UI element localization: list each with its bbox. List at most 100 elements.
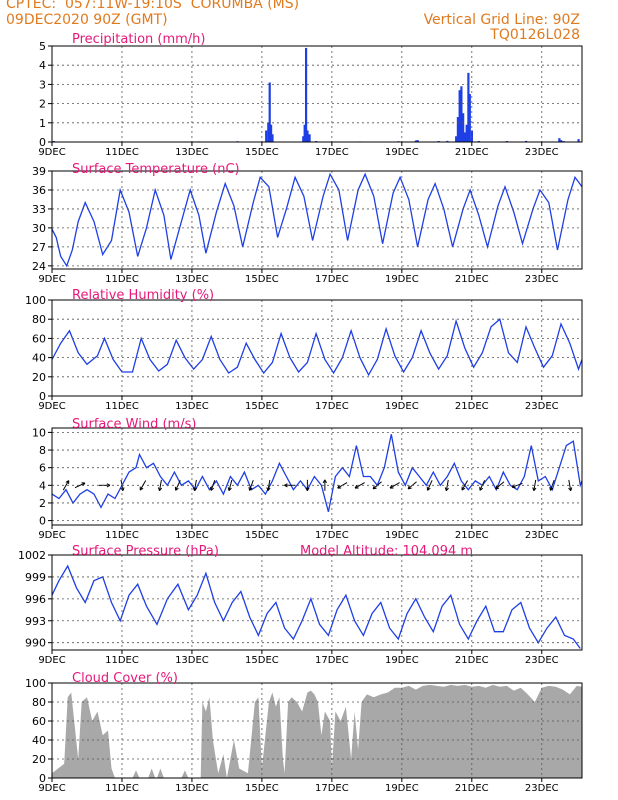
wind-arrow-shaft: [427, 480, 433, 491]
precip-bar: [267, 122, 270, 142]
x-tick-label: 17DEC: [315, 401, 349, 412]
rh-panel: 0 20 40 60 80 100 9DEC 11DEC 13DEC 15DEC 17DEC 19DE…: [25, 288, 583, 412]
rh-title: Relative Humidity (%): [72, 288, 214, 303]
wind-arrow: [227, 479, 233, 491]
y-tick-label: 5: [39, 40, 46, 53]
y-tick-label: 999: [25, 571, 46, 584]
precip-bar: [560, 140, 563, 142]
wind-arrow-head: [407, 485, 412, 490]
y-tick-label: 6: [39, 462, 46, 475]
cloud-frame: [51, 682, 583, 779]
x-tick-label: 13DEC: [175, 783, 209, 794]
pressure-title: Surface Pressure (hPa): [72, 544, 219, 559]
wind-arrow-shaft: [533, 479, 537, 491]
wind-panel: 0 2 4 6 8 10 9DEC 11DEC 13DEC 15DEC 17DEC 19DEC 21DE…: [32, 417, 583, 541]
x-tick-label: 21DEC: [455, 147, 489, 158]
x-tick-label: 19DEC: [385, 655, 419, 666]
y-tick-label: 80: [32, 696, 46, 709]
precip-bar: [525, 140, 528, 142]
x-tick-label: 15DEC: [245, 401, 279, 412]
x-tick-label: 17DEC: [315, 274, 349, 285]
x-tick-label: 15DEC: [245, 530, 279, 541]
y-tick-label: 20: [32, 753, 46, 766]
wind-arrow-head: [174, 486, 179, 491]
x-tick-label: 15DEC: [245, 783, 279, 794]
precip-bar: [304, 47, 308, 142]
wind-arrow-head: [337, 484, 342, 489]
temp-panel: 24 27 30 33 36 39 9DEC 11DEC 13DEC 15DEC 17DEC 19DE…: [32, 162, 583, 285]
y-tick-label: 10: [32, 426, 46, 439]
pressure-frame: [51, 554, 583, 651]
y-tick-label: 20: [32, 371, 46, 384]
wind-arrow-head: [479, 486, 484, 491]
precip-bar: [463, 132, 467, 142]
wind-arrow-head: [511, 484, 516, 489]
x-tick-label: 19DEC: [385, 401, 419, 412]
x-tick-label: 23DEC: [525, 530, 559, 541]
y-tick-label: 60: [32, 332, 46, 345]
y-tick-label: 0: [39, 136, 46, 149]
x-tick-label: 9DEC: [38, 147, 65, 158]
x-tick-label: 21DEC: [455, 530, 489, 541]
x-tick-label: 9DEC: [38, 274, 65, 285]
x-tick-label: 23DEC: [525, 783, 559, 794]
wind-arrow-head: [426, 486, 431, 491]
precip-bar: [465, 124, 468, 142]
precip-bar: [462, 113, 465, 142]
y-tick-label: 30: [32, 222, 46, 235]
precip-bar: [303, 124, 306, 142]
wind-arrow: [322, 479, 327, 491]
x-tick-label: 17DEC: [315, 655, 349, 666]
wind-arrow-head: [227, 487, 232, 491]
wind-arrow-head: [389, 484, 394, 489]
wind-arrow: [426, 480, 433, 491]
precip-panel: 0 1 2 3 4 5 9DEC 11DEC 13DEC 15DEC 17DEC 19DEC 21DEC…: [38, 32, 583, 158]
cloud-cover-area: [52, 684, 582, 778]
wind-arrow-head: [444, 487, 449, 492]
pressure-series-line: [51, 564, 581, 649]
x-tick-label: 23DEC: [525, 274, 559, 285]
precip-frame: [51, 45, 583, 143]
wind-arrow-head: [372, 485, 377, 490]
wind-arrow-head: [106, 483, 111, 488]
wind-arrow-head: [139, 486, 144, 491]
wind-arrow-head: [248, 486, 253, 491]
precip-bar: [302, 136, 305, 142]
y-tick-label: 27: [32, 241, 46, 254]
x-tick-label: 9DEC: [38, 530, 65, 541]
x-tick-label: 11DEC: [105, 655, 139, 666]
station-header: CPTEC: 057:11W-19:10S CORUMBA (MS): [6, 0, 300, 12]
y-tick-label: 36: [32, 184, 46, 197]
y-tick-label: 4: [39, 59, 46, 72]
wind-arrow: [62, 480, 70, 491]
x-tick-label: 21DEC: [455, 783, 489, 794]
x-tick-label: 11DEC: [105, 274, 139, 285]
cloud-panel: 0 20 40 60 80 100 9DEC 11DEC 13DEC 15DEC 17DEC 19DE…: [25, 671, 583, 794]
wind-arrow-shaft: [120, 479, 124, 491]
precip-bar: [558, 138, 561, 142]
x-tick-label: 19DEC: [385, 530, 419, 541]
x-tick-label: 19DEC: [385, 783, 419, 794]
temp-title: Surface Temperature (nC): [72, 162, 240, 177]
precip-bar: [416, 140, 419, 142]
cloud-title: Cloud Cover (%): [72, 671, 178, 686]
x-tick-label: 15DEC: [245, 655, 279, 666]
wind-arrow: [389, 482, 400, 489]
y-tick-label: 2: [39, 98, 46, 111]
y-tick-label: 1: [39, 117, 46, 130]
x-tick-label: 13DEC: [175, 274, 209, 285]
grid-line-header: Vertical Grid Line: 90Z: [423, 12, 580, 28]
x-tick-label: 11DEC: [105, 530, 139, 541]
y-tick-label: 0: [39, 515, 46, 528]
precip-bar: [446, 140, 449, 142]
wind-arrow-shaft: [74, 482, 86, 489]
run-date-header: 09DEC2020 90Z (GMT): [6, 12, 168, 28]
y-tick-label: 993: [25, 615, 46, 628]
wind-series-line: [51, 434, 583, 512]
x-tick-label: 15DEC: [245, 147, 279, 158]
x-tick-label: 15DEC: [245, 274, 279, 285]
x-tick-label: 21DEC: [455, 655, 489, 666]
x-tick-label: 23DEC: [525, 401, 559, 412]
wind-arrow-head: [210, 486, 215, 491]
